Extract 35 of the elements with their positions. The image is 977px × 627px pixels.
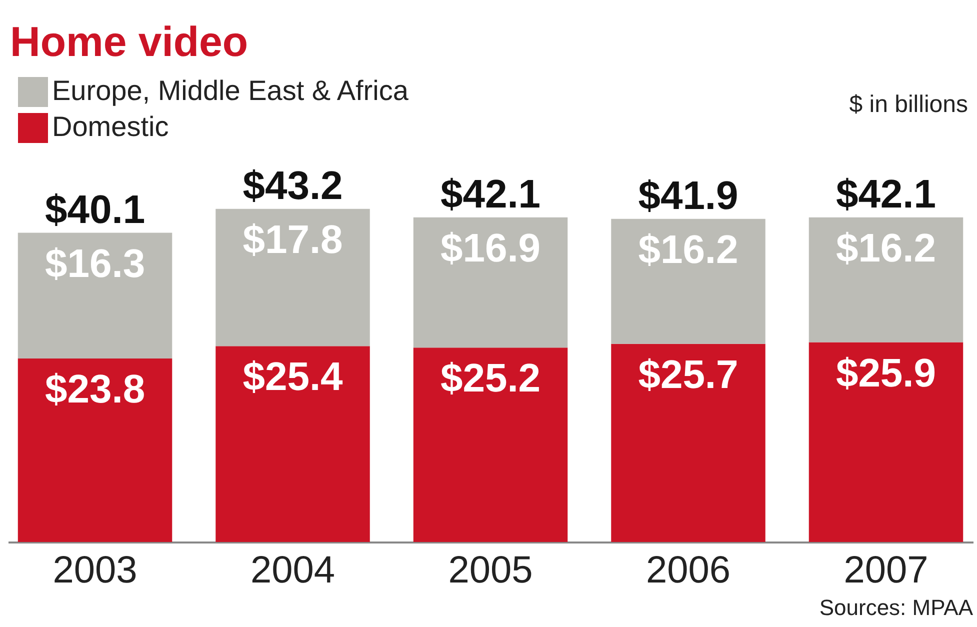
legend-label: Domestic [52, 111, 169, 142]
bar [216, 208, 370, 346]
total-label: $41.9 [638, 174, 738, 218]
total-label: $42.1 [836, 172, 936, 216]
data-label: $25.2 [440, 356, 541, 401]
bar [808, 217, 964, 342]
bar [808, 342, 964, 542]
bar [216, 346, 370, 542]
bar [611, 344, 766, 542]
data-label: $16.9 [440, 226, 541, 270]
chart-title: Home video [10, 18, 248, 65]
bar [611, 218, 766, 344]
total-label: $43.2 [242, 164, 343, 208]
legend-label: Europe, Middle East & Africa [52, 75, 409, 106]
data-label: $23.8 [44, 367, 146, 412]
x-tick-label: 2003 [52, 550, 138, 592]
data-label: $16.2 [638, 228, 738, 272]
x-tick-label: 2004 [250, 550, 336, 592]
data-label: $25.9 [836, 351, 936, 396]
source-note: Sources: MPAA [819, 595, 974, 620]
text: $ in billions [849, 91, 968, 118]
x-tick-label: 2007 [844, 550, 928, 592]
data-label: $25.4 [242, 355, 344, 400]
x-tick-label: 2006 [646, 550, 731, 592]
x-tick-label: 2005 [448, 550, 533, 592]
data-label: $16.3 [44, 242, 146, 286]
bar [413, 348, 568, 542]
data-label: $25.7 [638, 352, 738, 397]
total-label: $42.1 [440, 172, 541, 216]
bar [18, 232, 172, 358]
data-label: $16.2 [836, 226, 936, 270]
total-label: $40.1 [44, 188, 146, 232]
bar [413, 217, 568, 348]
bar [18, 358, 172, 542]
data-label: $17.8 [242, 218, 343, 262]
